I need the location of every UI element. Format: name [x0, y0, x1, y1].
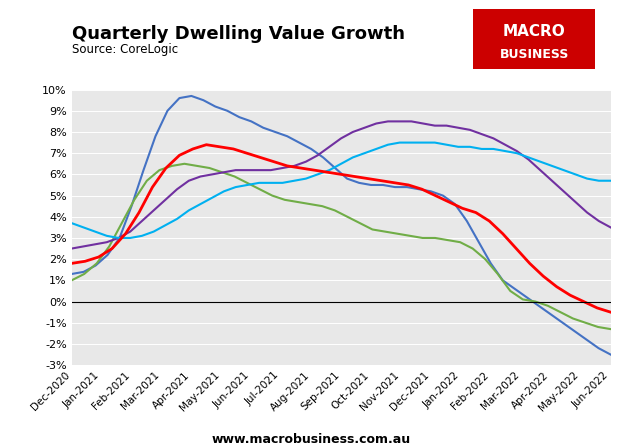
Text: www.macrobusiness.com.au: www.macrobusiness.com.au	[212, 433, 411, 446]
Text: Quarterly Dwelling Value Growth: Quarterly Dwelling Value Growth	[72, 25, 405, 43]
Text: MACRO: MACRO	[503, 25, 566, 39]
Text: Source: CoreLogic: Source: CoreLogic	[72, 43, 178, 56]
Text: BUSINESS: BUSINESS	[500, 48, 569, 61]
